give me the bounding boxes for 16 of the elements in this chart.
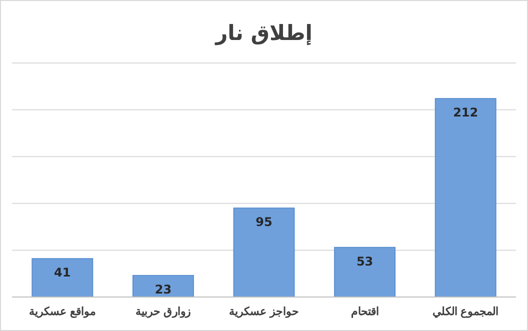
data-label: 53 — [356, 254, 374, 268]
data-label: 95 — [256, 215, 272, 230]
bar — [334, 246, 396, 298]
bar — [132, 274, 194, 298]
x-tick-label: حواجز عسكرية — [228, 306, 300, 318]
bar — [32, 258, 94, 298]
data-label: 23 — [154, 282, 172, 296]
data-label: 41 — [54, 266, 71, 280]
bar — [233, 208, 295, 298]
data-label: 212 — [453, 106, 478, 120]
chart-title: إطلاق نار — [214, 21, 312, 46]
x-tick-label: زوارق حربية — [136, 306, 191, 318]
x-tick-label: اقتحام — [350, 306, 379, 318]
bar — [434, 98, 496, 298]
x-tick-label: مواقع عسكرية — [28, 306, 96, 318]
x-tick-label: المجموع الكلي — [432, 306, 499, 319]
